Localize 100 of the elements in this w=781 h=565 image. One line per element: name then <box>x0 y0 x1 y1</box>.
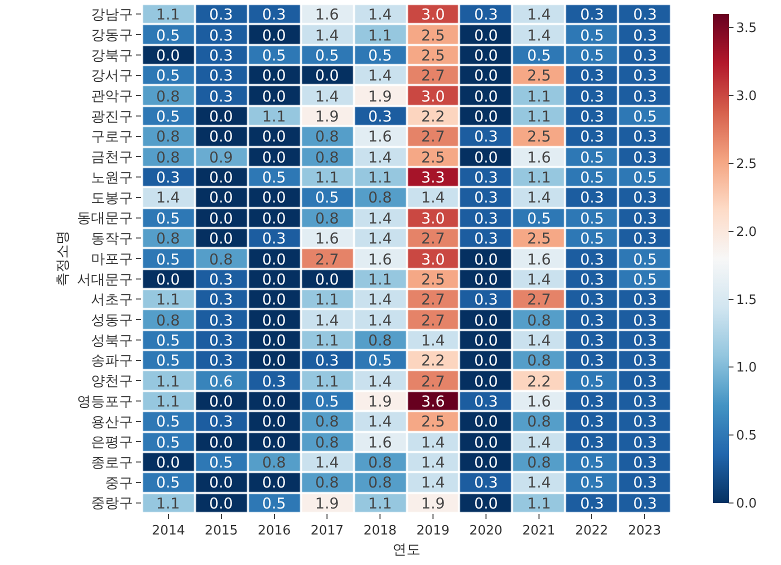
data-label: 0.0 <box>474 26 498 44</box>
y-tick-label: 서초구 <box>91 292 134 308</box>
data-label: 1.9 <box>368 87 392 106</box>
data-label: 0.3 <box>633 26 657 44</box>
data-label: 1.1 <box>315 372 339 390</box>
data-label: 0.3 <box>580 5 604 24</box>
data-label: 1.4 <box>527 270 551 288</box>
y-tick-label: 성북구 <box>91 332 134 349</box>
y-tick-label: 동작구 <box>91 231 134 248</box>
x-tick-label: 2017 <box>310 524 344 539</box>
data-label: 0.0 <box>262 26 286 44</box>
data-label: 0.0 <box>474 494 498 512</box>
data-label: 0.5 <box>633 107 657 126</box>
data-label: 0.5 <box>156 433 180 452</box>
data-label: 0.0 <box>262 290 286 308</box>
data-label: 0.3 <box>580 494 604 512</box>
data-label: 0.5 <box>156 250 180 268</box>
data-label: 0.5 <box>368 351 392 370</box>
data-label: 0.3 <box>580 412 604 430</box>
data-label: 0.8 <box>527 311 551 330</box>
data-label: 0.5 <box>156 107 180 126</box>
data-label: 0.3 <box>633 311 657 330</box>
data-label: 0.5 <box>156 209 180 228</box>
data-label: 1.1 <box>527 168 551 186</box>
data-label: 1.1 <box>368 168 392 186</box>
data-label: 0.3 <box>474 5 498 24</box>
data-label: 2.2 <box>421 351 445 370</box>
data-label: 2.5 <box>527 66 551 84</box>
y-tick-label: 강서구 <box>91 68 134 84</box>
data-label: 0.0 <box>474 331 498 350</box>
data-label: 1.6 <box>368 127 392 146</box>
y-tick-label: 중랑구 <box>91 496 134 512</box>
data-label: 0.3 <box>209 412 233 430</box>
data-label: 0.0 <box>209 494 233 512</box>
data-label: 0.3 <box>633 188 657 206</box>
data-label: 0.3 <box>209 46 233 64</box>
data-label: 0.0 <box>474 66 498 84</box>
data-label: 0.5 <box>315 188 339 206</box>
color-bar-label: 3.5 <box>736 21 757 36</box>
data-label: 0.5 <box>262 46 286 64</box>
color-bar-label: 1.0 <box>736 360 757 376</box>
data-label: 0.0 <box>209 168 233 186</box>
y-tick-label: 도봉구 <box>91 190 134 206</box>
data-label: 2.7 <box>421 66 445 84</box>
x-tick-label: 2018 <box>364 524 397 539</box>
data-label: 0.5 <box>580 229 604 248</box>
data-label: 0.8 <box>368 473 392 492</box>
data-label: 0.0 <box>262 127 286 146</box>
data-label: 1.1 <box>156 290 180 308</box>
data-label: 1.6 <box>368 250 392 268</box>
x-tick-label: 2016 <box>258 524 291 539</box>
data-label: 0.3 <box>262 372 286 390</box>
data-label: 1.9 <box>315 107 339 126</box>
data-label: 1.6 <box>527 148 551 166</box>
data-label: 0.0 <box>209 473 233 492</box>
data-label: 0.3 <box>474 229 498 248</box>
data-label: 2.5 <box>421 148 445 166</box>
data-label: 1.1 <box>527 107 551 126</box>
data-label: 0.3 <box>633 229 657 248</box>
x-tick-label: 2019 <box>416 524 450 539</box>
data-label: 1.4 <box>368 229 392 248</box>
data-label: 0.8 <box>315 412 339 430</box>
data-label: 2.5 <box>527 229 551 248</box>
data-label: 0.3 <box>580 188 604 206</box>
data-label: 3.3 <box>421 168 445 186</box>
x-tick-label: 2023 <box>628 524 662 539</box>
y-tick-label: 은평구 <box>91 434 134 451</box>
data-label: 0.9 <box>209 148 233 166</box>
data-label: 0.0 <box>474 148 498 166</box>
data-label: 0.3 <box>474 168 498 186</box>
data-label: 0.5 <box>156 26 180 44</box>
y-tick-label: 금천구 <box>91 150 134 166</box>
data-label: 1.4 <box>421 188 445 206</box>
data-label: 0.5 <box>156 331 180 350</box>
data-label: 0.0 <box>262 250 286 268</box>
data-label: 0.0 <box>262 188 286 206</box>
color-bar-label: 2.5 <box>736 156 757 172</box>
data-label: 1.4 <box>368 148 392 166</box>
data-label: 0.5 <box>209 453 233 472</box>
y-tick-label: 마포구 <box>91 251 134 268</box>
data-label: 0.3 <box>580 433 604 452</box>
data-label: 0.3 <box>580 392 604 410</box>
data-label: 0.5 <box>580 26 604 44</box>
data-label: 0.5 <box>633 250 657 268</box>
y-tick-label: 노원구 <box>91 170 134 186</box>
data-label: 0.3 <box>633 5 657 24</box>
data-label: 0.0 <box>262 433 286 452</box>
data-label: 2.5 <box>527 127 551 146</box>
data-label: 0.3 <box>156 168 180 186</box>
y-tick-label: 영등포구 <box>77 394 134 410</box>
data-label: 0.3 <box>633 392 657 410</box>
color-bar-label: 3.0 <box>736 89 757 104</box>
data-label: 0.0 <box>262 331 286 350</box>
data-label: 1.4 <box>368 290 392 308</box>
data-label: 0.0 <box>156 453 180 472</box>
data-label: 1.4 <box>421 331 445 350</box>
data-label: 0.3 <box>633 351 657 370</box>
data-label: 0.3 <box>580 311 604 330</box>
data-label: 0.3 <box>209 311 233 330</box>
data-label: 0.3 <box>633 331 657 350</box>
